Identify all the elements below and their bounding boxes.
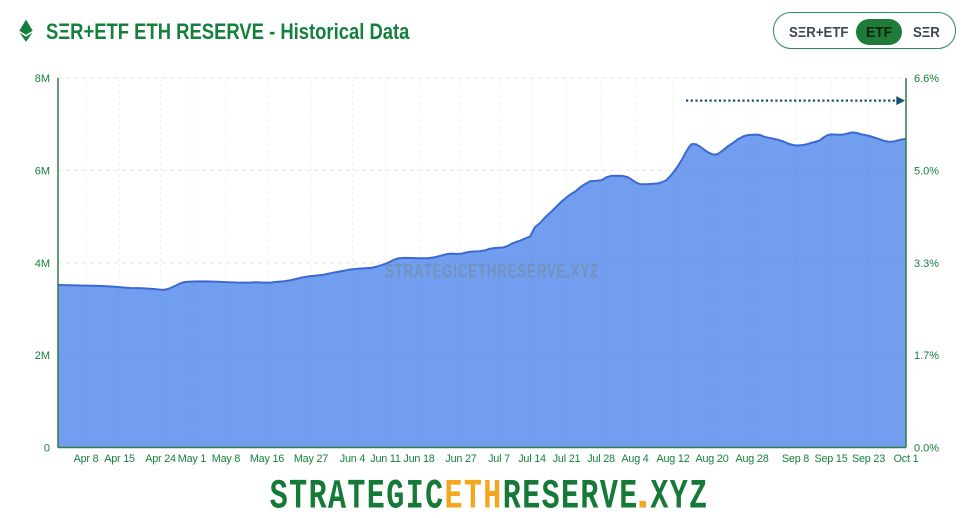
svg-text:May 27: May 27 xyxy=(294,453,328,465)
svg-text:Jul 28: Jul 28 xyxy=(587,453,615,465)
svg-text:X: X xyxy=(650,473,668,518)
svg-text:Apr 8: Apr 8 xyxy=(74,453,99,465)
svg-text:Aug 20: Aug 20 xyxy=(695,453,728,465)
svg-text:0: 0 xyxy=(44,443,50,455)
svg-text:Apr 24: Apr 24 xyxy=(145,453,176,465)
svg-text:Jun 27: Jun 27 xyxy=(445,453,476,465)
svg-text:E: E xyxy=(522,473,540,518)
svg-text:T: T xyxy=(289,473,307,518)
svg-text:Aug 12: Aug 12 xyxy=(656,453,689,465)
svg-text:3.3%: 3.3% xyxy=(914,258,939,270)
svg-text:A: A xyxy=(328,473,346,518)
svg-text:Jun 11: Jun 11 xyxy=(370,453,401,465)
svg-text:May 8: May 8 xyxy=(212,453,241,465)
svg-text:Apr 15: Apr 15 xyxy=(104,453,135,465)
svg-text:S: S xyxy=(542,473,560,518)
svg-text:4M: 4M xyxy=(35,258,50,270)
svg-text:C: C xyxy=(425,473,443,518)
svg-text:8M: 8M xyxy=(35,73,50,85)
svg-text:T: T xyxy=(464,473,482,518)
svg-text:G: G xyxy=(386,473,404,518)
svg-text:Oct 1: Oct 1 xyxy=(894,453,919,465)
svg-text:Jul 21: Jul 21 xyxy=(553,453,581,465)
svg-text:E: E xyxy=(561,473,579,518)
svg-text:Sep 8: Sep 8 xyxy=(782,453,809,465)
svg-text:Jun 4: Jun 4 xyxy=(340,453,366,465)
svg-text:5.0%: 5.0% xyxy=(914,165,939,177)
svg-text:E: E xyxy=(619,473,637,518)
svg-text:I: I xyxy=(406,473,424,518)
svg-text:Jul 7: Jul 7 xyxy=(488,453,510,465)
svg-text:E: E xyxy=(444,473,462,518)
svg-text:R: R xyxy=(503,473,521,518)
svg-text:Z: Z xyxy=(689,473,707,518)
svg-text:1.7%: 1.7% xyxy=(914,350,939,362)
svg-text:R: R xyxy=(580,473,598,518)
svg-text:Jun 18: Jun 18 xyxy=(403,453,434,465)
svg-text:Sep 15: Sep 15 xyxy=(814,453,847,465)
svg-text:0.0%: 0.0% xyxy=(914,443,939,455)
svg-text:6.6%: 6.6% xyxy=(914,73,939,85)
svg-text:2M: 2M xyxy=(35,350,50,362)
svg-text:Jul 14: Jul 14 xyxy=(518,453,546,465)
svg-text:STRATEGICETHRESERVE.XYZ: STRATEGICETHRESERVE.XYZ xyxy=(385,262,599,283)
svg-text:May 1: May 1 xyxy=(178,453,207,465)
svg-text:Aug 28: Aug 28 xyxy=(735,453,768,465)
svg-text:T: T xyxy=(347,473,365,518)
svg-text:H: H xyxy=(483,473,501,518)
svg-text:Y: Y xyxy=(670,473,688,518)
svg-text:R: R xyxy=(309,473,327,518)
svg-text:Aug 4: Aug 4 xyxy=(621,453,648,465)
svg-text:S: S xyxy=(270,473,288,518)
svg-text:E: E xyxy=(367,473,385,518)
svg-text:V: V xyxy=(600,473,618,518)
svg-text:Sep 23: Sep 23 xyxy=(852,453,885,465)
svg-text:May 16: May 16 xyxy=(250,453,284,465)
svg-text:6M: 6M xyxy=(35,165,50,177)
